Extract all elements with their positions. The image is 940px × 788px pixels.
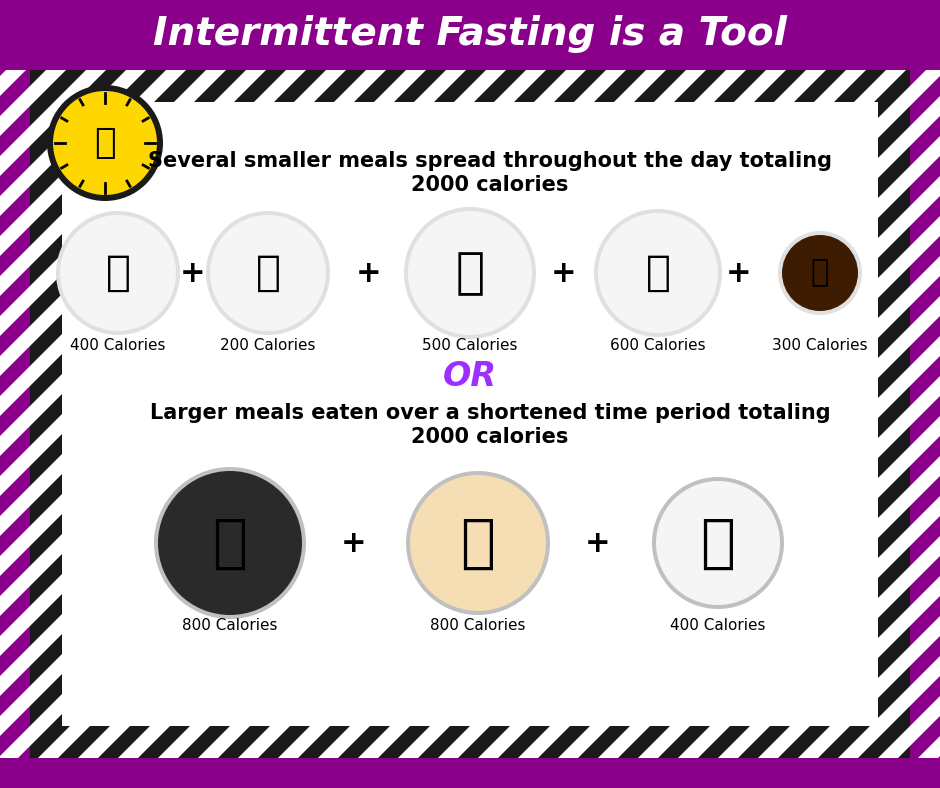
Polygon shape [0,70,186,758]
Polygon shape [78,70,786,758]
Circle shape [60,215,176,331]
Polygon shape [398,70,940,758]
Polygon shape [238,70,940,758]
Polygon shape [0,70,706,758]
Polygon shape [318,70,940,758]
Polygon shape [0,70,586,758]
Polygon shape [0,70,626,758]
Circle shape [210,215,326,331]
Text: OR: OR [443,359,497,392]
Polygon shape [0,70,306,758]
Text: 400 Calories: 400 Calories [70,337,165,352]
Text: +: + [356,258,382,288]
Bar [0,758,940,788]
Bar [30,70,910,758]
Circle shape [158,471,302,615]
Polygon shape [118,70,826,758]
Circle shape [782,235,858,311]
Circle shape [47,85,163,201]
Text: +: + [586,529,611,557]
Text: 800 Calories: 800 Calories [182,618,277,633]
Polygon shape [478,70,940,758]
Polygon shape [638,70,940,758]
Polygon shape [0,70,506,758]
Text: 🍳: 🍳 [105,252,131,294]
Circle shape [598,213,718,333]
Text: 400 Calories: 400 Calories [670,618,766,633]
Text: +: + [341,529,367,557]
Circle shape [56,211,180,335]
Circle shape [652,477,784,609]
Polygon shape [0,70,346,758]
Polygon shape [718,70,940,758]
Text: 🍕: 🍕 [461,515,495,571]
Text: Intermittent Fasting is a Tool: Intermittent Fasting is a Tool [153,15,787,53]
Text: 🍫: 🍫 [811,258,829,288]
Polygon shape [878,70,940,758]
Polygon shape [0,70,26,758]
Text: Several smaller meals spread throughout the day totaling: Several smaller meals spread throughout … [148,151,832,171]
Polygon shape [0,70,466,758]
Text: 🌮: 🌮 [456,249,484,297]
Polygon shape [38,70,746,758]
Bar [0,0,940,68]
Polygon shape [758,70,940,758]
Polygon shape [918,70,940,758]
Circle shape [778,231,862,315]
Circle shape [406,471,550,615]
Polygon shape [0,70,146,758]
Text: 🥘: 🥘 [212,515,247,571]
Bar [62,102,878,726]
Circle shape [594,209,722,337]
Polygon shape [518,70,940,758]
Text: 200 Calories: 200 Calories [220,337,316,352]
Polygon shape [0,70,106,758]
Polygon shape [438,70,940,758]
Text: 300 Calories: 300 Calories [772,337,868,352]
Circle shape [404,207,536,339]
Polygon shape [0,70,266,758]
Polygon shape [158,70,866,758]
Text: 🎂: 🎂 [700,515,735,571]
Text: +: + [727,258,752,288]
Text: 🍽: 🍽 [94,126,116,160]
Polygon shape [278,70,940,758]
Circle shape [206,211,330,335]
Polygon shape [558,70,940,758]
Text: 500 Calories: 500 Calories [422,337,518,352]
Text: 600 Calories: 600 Calories [610,337,706,352]
Text: +: + [551,258,577,288]
Text: 2000 calories: 2000 calories [412,175,569,195]
Text: 800 Calories: 800 Calories [431,618,525,633]
Polygon shape [0,70,66,758]
Text: Larger meals eaten over a shortened time period totaling: Larger meals eaten over a shortened time… [149,403,830,423]
Polygon shape [0,70,546,758]
Polygon shape [0,70,426,758]
Polygon shape [678,70,940,758]
Circle shape [53,91,157,195]
Text: 🍱: 🍱 [646,252,670,294]
Polygon shape [0,70,666,758]
Polygon shape [838,70,940,758]
Polygon shape [358,70,940,758]
Polygon shape [598,70,940,758]
Polygon shape [798,70,940,758]
Text: 2000 calories: 2000 calories [412,427,569,447]
Circle shape [656,481,780,605]
Text: +: + [180,258,206,288]
Polygon shape [0,70,226,758]
Bar [62,102,878,726]
Polygon shape [0,70,386,758]
Circle shape [154,467,306,619]
Polygon shape [198,70,906,758]
Circle shape [410,475,546,611]
Text: 🥯: 🥯 [256,252,280,294]
Circle shape [408,211,532,335]
